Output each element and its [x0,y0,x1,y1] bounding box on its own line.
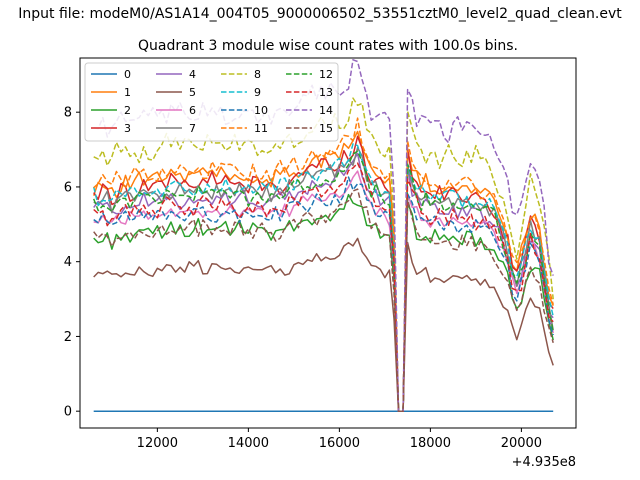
x-tick-label: 16000 [319,436,360,451]
series-line-2 [93,193,554,412]
chart-suptitle: Input file: modeM0/AS1A14_004T05_9000006… [18,6,622,22]
legend-label-9: 9 [254,86,261,99]
y-tick-label: 0 [64,405,72,420]
legend-label-15: 15 [319,122,333,135]
legend-label-3: 3 [124,122,131,135]
legend-label-6: 6 [189,104,196,117]
x-offset-label: +4.935e8 [512,455,576,470]
legend-label-10: 10 [254,104,268,117]
series-line-12 [93,150,554,412]
legend-box [84,62,339,142]
series-line-10 [93,176,554,412]
axes-frame [79,57,577,429]
legend-label-14: 14 [319,104,333,117]
series-line-13 [93,162,554,412]
legend-label-5: 5 [189,86,196,99]
legend-label-1: 1 [124,86,131,99]
legend-label-7: 7 [189,122,196,135]
y-tick-label: 2 [64,330,72,345]
x-tick-label: 20000 [501,436,542,451]
y-axis: 0 2 4 6 8 [64,106,80,420]
legend-label-2: 2 [124,104,131,117]
legend-label-0: 0 [124,68,131,81]
x-tick-label: 14000 [228,436,269,451]
legend-label-12: 12 [319,68,333,81]
x-tick-label: 12000 [137,436,178,451]
y-tick-label: 4 [64,255,72,270]
chart-title: Quadrant 3 module wise count rates with … [138,38,518,54]
y-tick-label: 8 [64,106,72,121]
legend-label-11: 11 [254,122,268,135]
series-line-1 [92,130,554,412]
series-line-15 [93,188,554,412]
series-layer [92,59,554,412]
x-tick-label: 18000 [410,436,451,451]
series-line-3 [93,135,554,412]
legend-label-13: 13 [319,86,333,99]
series-line-9 [92,143,554,412]
plot-area [79,57,577,429]
legend-label-4: 4 [189,68,196,81]
x-axis: 12000 14000 16000 18000 20000 [137,428,542,451]
series-line-11 [93,117,554,412]
y-tick-label: 6 [64,180,72,195]
series-line-5 [93,237,554,412]
legend-label-8: 8 [254,68,261,81]
